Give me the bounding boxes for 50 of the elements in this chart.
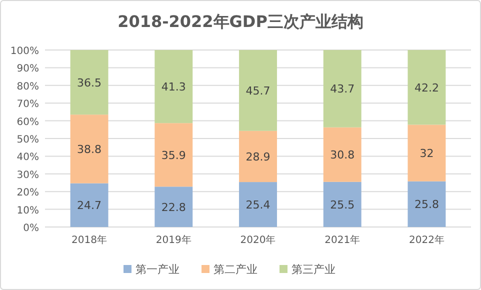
legend-label: 第一产业 — [136, 263, 180, 276]
bar — [154, 50, 193, 124]
bar — [154, 186, 193, 227]
x-tick-label: 2021年 — [324, 234, 360, 246]
bar — [70, 50, 108, 115]
data-label: 28.9 — [246, 150, 270, 164]
bar — [239, 50, 277, 131]
data-label: 41.3 — [161, 80, 186, 94]
y-tick-label: 80% — [16, 81, 39, 92]
data-label: 35.9 — [161, 148, 186, 162]
y-tick-label: 40% — [16, 152, 39, 164]
y-tick-label: 10% — [16, 205, 39, 216]
bar — [323, 182, 362, 227]
y-tick-label: 50% — [16, 134, 39, 146]
x-tick-label: 2019年 — [156, 234, 192, 246]
bar — [239, 182, 277, 227]
data-label: 30.8 — [330, 148, 355, 162]
y-tick-label: 30% — [16, 170, 39, 181]
bar — [239, 130, 277, 182]
bar — [70, 114, 108, 184]
data-label: 25.4 — [246, 198, 270, 212]
data-label: 42.2 — [414, 81, 439, 94]
x-tick-label: 2020年 — [240, 234, 276, 246]
bar — [323, 127, 362, 182]
bar — [323, 50, 362, 128]
data-label: 36.5 — [77, 76, 102, 90]
y-tick-label: 60% — [16, 116, 39, 128]
legend-label: 第二产业 — [214, 263, 258, 276]
x-tick-label: 2018年 — [72, 234, 108, 246]
bar — [154, 123, 193, 187]
bar — [408, 50, 446, 125]
data-label: 25.5 — [330, 198, 355, 212]
bar — [408, 181, 446, 227]
chart-title: 2018-2022年GDP三次产业结构 — [118, 12, 364, 31]
data-label: 43.7 — [330, 82, 355, 96]
y-tick-label: 20% — [16, 188, 39, 199]
legend-label: 第三产业 — [292, 263, 336, 276]
data-label: 24.7 — [77, 199, 102, 212]
data-label: 22.8 — [161, 200, 186, 214]
y-tick-label: 90% — [16, 64, 39, 75]
bar — [408, 124, 446, 182]
x-tick-label: 2022年 — [408, 234, 444, 246]
y-tick-label: 70% — [16, 99, 39, 110]
data-label: 25.8 — [414, 198, 439, 212]
data-label: 38.8 — [77, 142, 102, 156]
bar — [70, 183, 108, 227]
y-tick-label: 0% — [23, 223, 39, 234]
data-label: 32 — [420, 147, 434, 160]
data-label: 45.7 — [246, 84, 270, 98]
y-tick-label: 100% — [10, 46, 39, 57]
